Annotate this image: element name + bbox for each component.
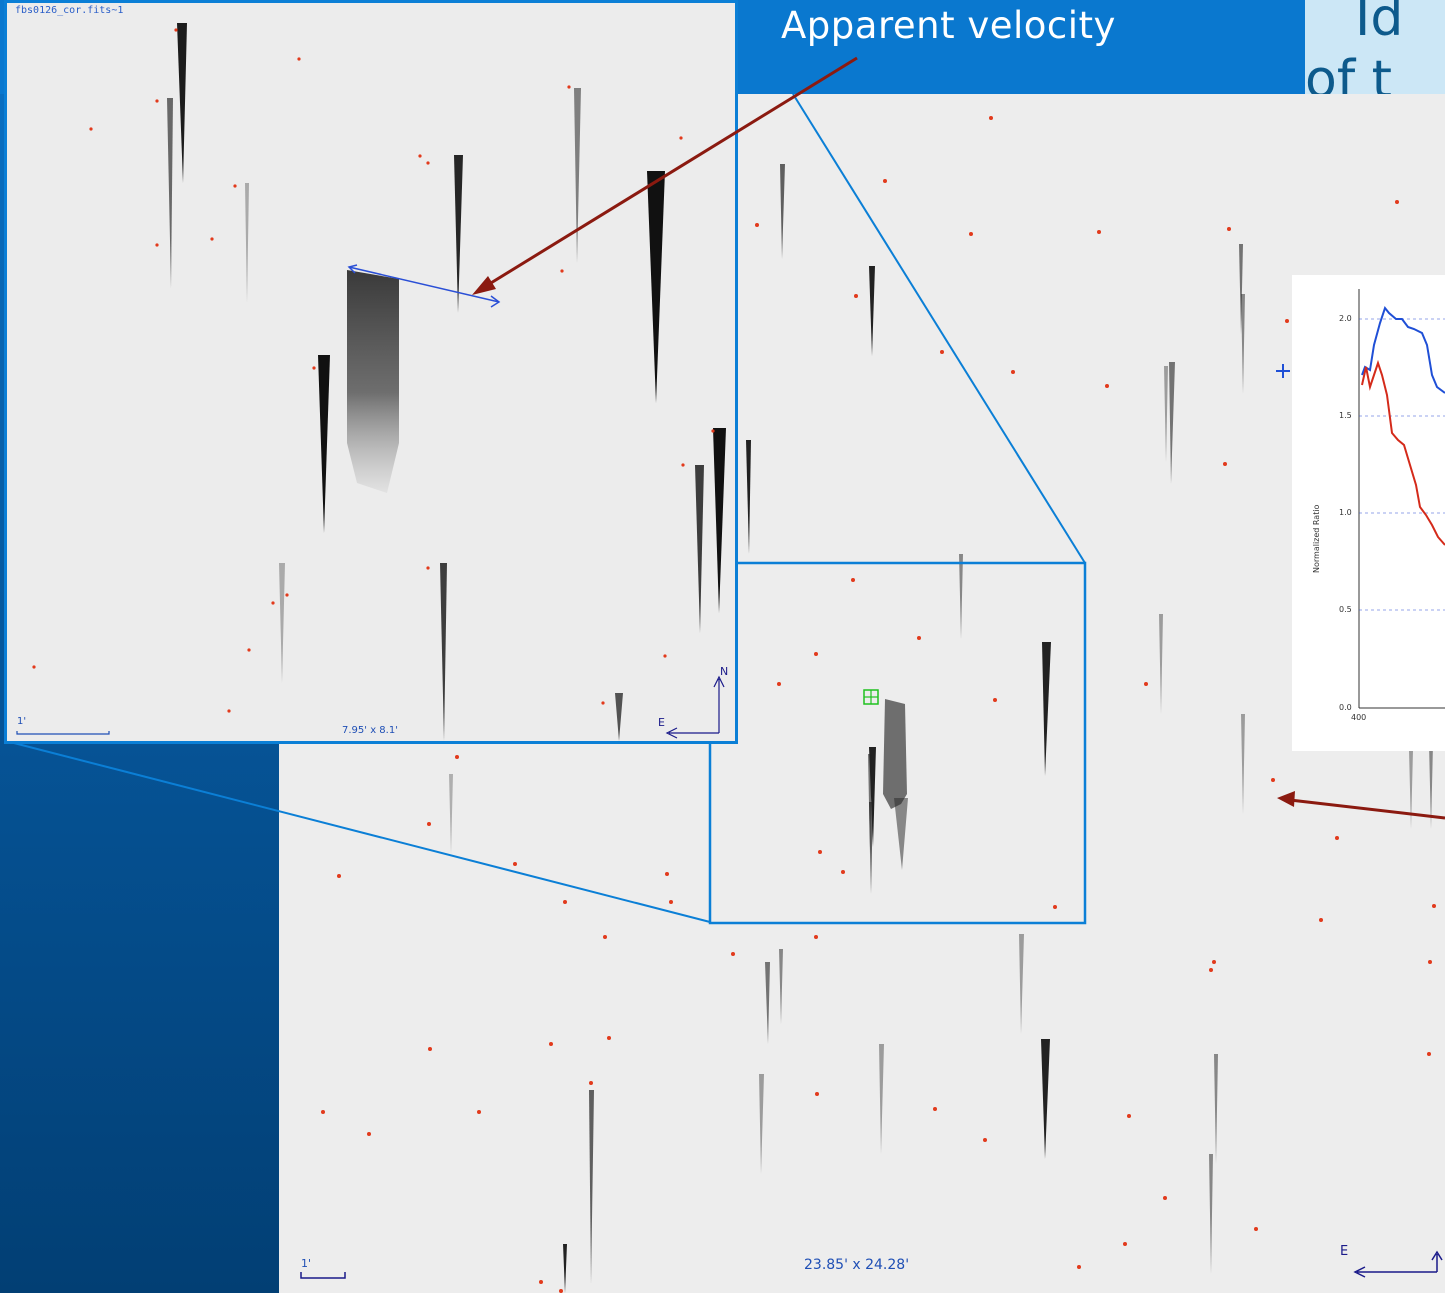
x-tick-400: 400: [1351, 713, 1367, 722]
inset-compass-east: E: [658, 716, 665, 729]
y-tick-2-0: 2.0: [1339, 314, 1352, 323]
y-tick-0-0: 0.0: [1339, 703, 1352, 712]
main-scale-label: 1': [301, 1257, 312, 1270]
spectrum-curves: [1358, 289, 1445, 709]
object-arrowhead: [1277, 791, 1295, 807]
velocity-arrowhead: [472, 276, 496, 295]
title-line-1: Id: [1355, 0, 1404, 48]
y-tick-1-5: 1.5: [1339, 411, 1352, 420]
inset-scale-label: 1': [17, 716, 27, 727]
inset-compass-north: N: [720, 665, 729, 678]
y-tick-1-0: 1.0: [1339, 508, 1352, 517]
main-compass-east: E: [1340, 1244, 1349, 1259]
moving-object-smear: [347, 270, 399, 493]
zoomed-inset: fbs0126_cor.fits~1 1' 7.95' x 8.1' N E: [4, 0, 738, 744]
main-field-size: 23.85' x 24.28': [804, 1257, 910, 1273]
inset-field-size: 7.95' x 8.1': [342, 725, 398, 736]
spectrum-plot: 2.0 1.5 1.0 0.5 0.0 400 Normalized Ratio: [1292, 275, 1445, 751]
y-tick-0-5: 0.5: [1339, 605, 1352, 614]
inset-sky-streaks: [16, 23, 726, 741]
apparent-velocity-label: Apparent velocity: [781, 4, 1116, 47]
main-sky-streaks: [300, 116, 1443, 1293]
inset-file-label: fbs0126_cor.fits~1: [15, 5, 124, 16]
